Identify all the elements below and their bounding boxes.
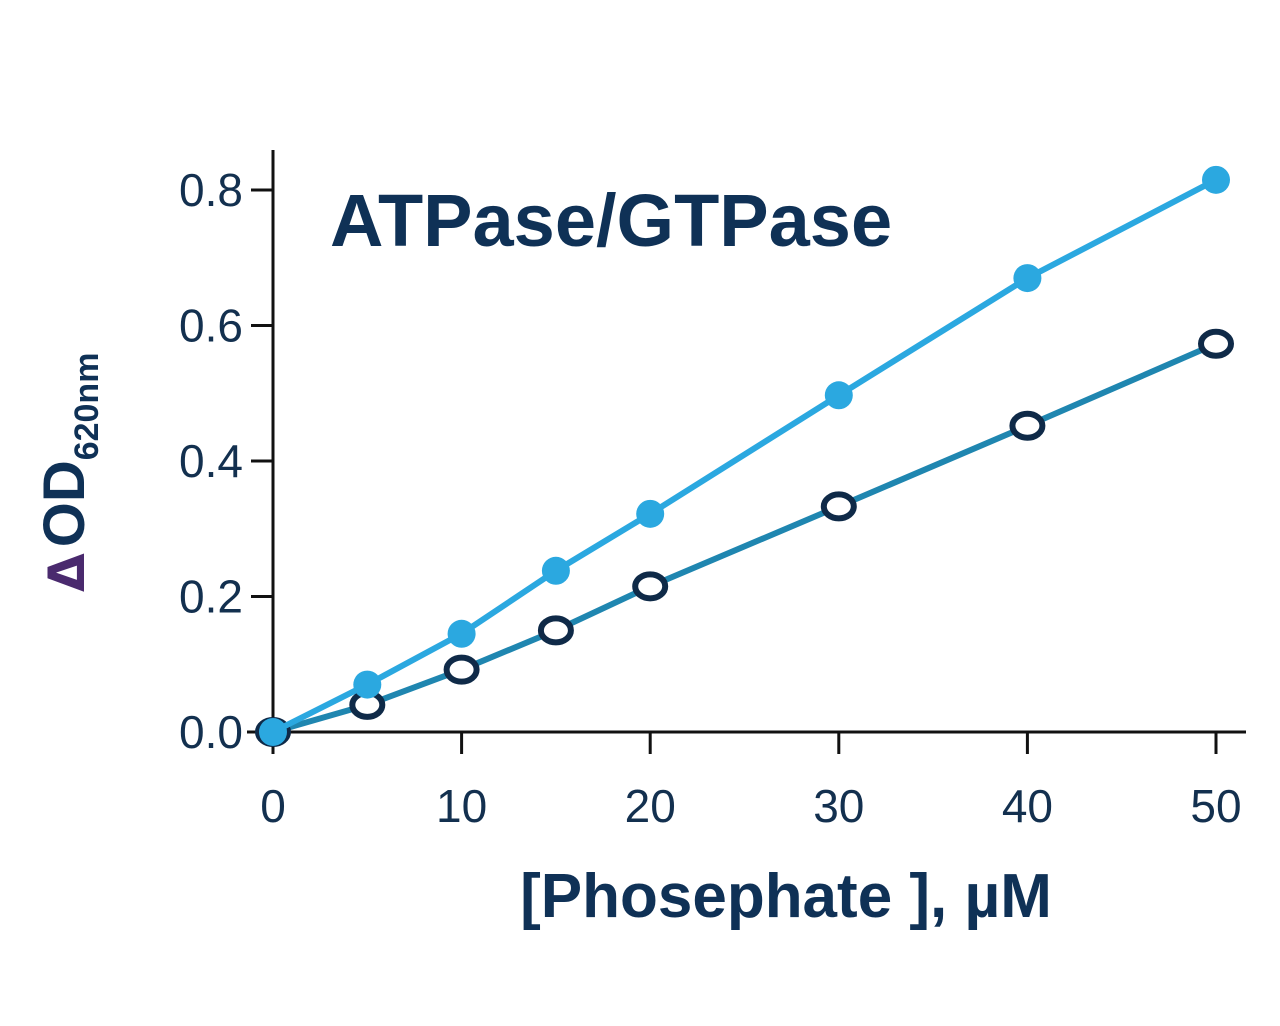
series-filled-circle — [259, 165, 1230, 746]
data-point-open — [443, 654, 480, 685]
data-point-filled — [824, 381, 853, 410]
y-axis-label-delta: Δ — [38, 553, 96, 592]
data-point-open — [537, 615, 574, 646]
y-tick-label: 0.2 — [179, 571, 243, 623]
data-point-filled — [353, 670, 382, 699]
data-point-open — [1198, 328, 1234, 359]
data-point-open — [820, 491, 857, 522]
x-tick-label: 20 — [625, 780, 676, 832]
y-tick-label: 0.6 — [179, 300, 243, 352]
y-axis-label: Δ OD620nm — [32, 353, 106, 592]
x-axis-label: [Phosephate ], µM — [520, 862, 1052, 931]
y-tick-label: 0.4 — [179, 435, 243, 487]
y-tick-label: 0.0 — [179, 706, 243, 758]
x-tick-label: 10 — [436, 780, 487, 832]
series-line — [272, 341, 1218, 735]
data-point-filled — [541, 556, 570, 585]
x-tick-label: 50 — [1190, 780, 1241, 832]
y-tick-label: 0.8 — [179, 164, 243, 216]
data-point-filled — [636, 499, 665, 528]
data-point-open — [1009, 410, 1046, 441]
data-point-filled — [259, 718, 287, 746]
x-ticks: 0 10 20 30 40 50 — [260, 732, 1242, 832]
data-point-filled — [447, 619, 476, 648]
series-layer — [255, 165, 1234, 747]
x-tick-label: 40 — [1002, 780, 1053, 832]
data-point-open — [632, 571, 669, 602]
data-point-filled — [1202, 165, 1230, 194]
series-line — [271, 177, 1218, 735]
data-point-filled — [1013, 264, 1042, 293]
x-tick-label: 30 — [813, 780, 864, 832]
x-tick-label: 0 — [260, 780, 286, 832]
y-ticks: 0.0 0.2 0.4 0.6 0.8 — [179, 164, 273, 758]
chart-title: ATPase/GTPase — [330, 179, 892, 262]
axes: 0.0 0.2 0.4 0.6 0.8 0 10 20 30 40 50 — [179, 150, 1246, 832]
y-axis-label-main: OD — [32, 460, 97, 547]
y-axis-label-subscript: 620nm — [68, 353, 106, 461]
series-open-circle — [255, 328, 1234, 747]
